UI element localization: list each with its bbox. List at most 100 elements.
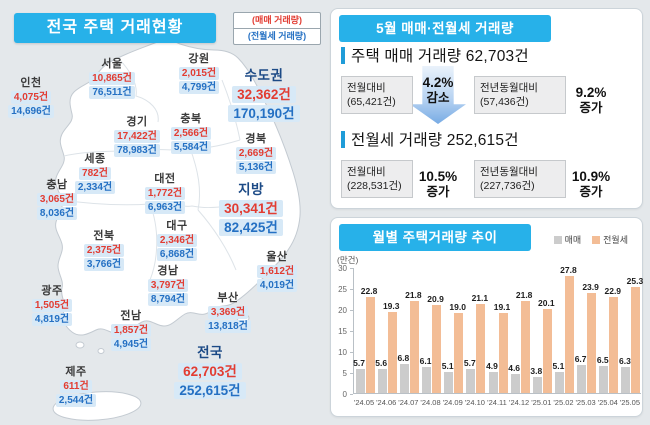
region-sale-value: 4,075건	[10, 91, 52, 104]
trend-panel: 월별 주택거래량 추이 매매 전월세 (만건) 0 5 10 15 20 25 30 '24.…	[330, 217, 643, 417]
region-name: 울산	[266, 251, 288, 263]
region-incheon: 인천 4,075건 14,696건	[0, 74, 67, 118]
region-rent-value: 8,036건	[36, 207, 78, 220]
bar-rent	[365, 297, 375, 393]
bar-value-label: 20.9	[427, 294, 444, 305]
sale-comparison-row: 전월대비 (65,421건) 4.2% 감소 전년동월대비 (57,436건) 9.2% 증가	[341, 66, 619, 124]
region-name: 충남	[46, 179, 68, 191]
bar-rent	[564, 276, 574, 393]
bar-value-label: 6.5	[596, 354, 609, 365]
region-name: 대전	[154, 173, 176, 185]
comparison-arrow-up: 9.2% 증가	[563, 66, 619, 124]
legend-swatch-sale	[553, 235, 562, 244]
region-sale-value: 1,505건	[31, 299, 73, 312]
x-tick-label: '24.05	[353, 398, 375, 407]
heading-accent-bar	[341, 46, 345, 64]
comparison-percent: 9.2%	[575, 85, 607, 101]
x-tick-label: '24.11	[487, 398, 507, 407]
bar-rent	[476, 304, 486, 393]
y-tick-mark	[350, 268, 353, 269]
region-sale-value: 1,612건	[256, 265, 298, 278]
legend-label-sale: 매매	[564, 235, 582, 245]
y-tick-label: 0	[342, 390, 347, 399]
region-sale-value: 782건	[79, 167, 111, 180]
bar-sale	[399, 364, 409, 393]
comparison-label-box: 전년동월대비 (57,436건)	[474, 76, 566, 114]
region-name: 대구	[166, 220, 188, 232]
comparison-percent: 10.5%	[418, 169, 458, 185]
region-name: 광주	[41, 285, 63, 297]
x-tick-label: '25.02	[553, 398, 574, 407]
bar-value-label: 20.1	[538, 297, 555, 308]
bar-sale	[577, 364, 587, 393]
bar-sale	[532, 377, 542, 393]
bar-sale	[510, 373, 520, 393]
y-tick-label: 5	[342, 369, 347, 378]
bar-value-label: 19.3	[382, 300, 400, 311]
region-gyeongbuk: 경북 2,669건 5,136건	[220, 130, 292, 174]
map-key-rent: (전월세 거래량)	[233, 28, 321, 45]
bar-sale	[554, 371, 564, 393]
region-rent-value: 252,615건	[174, 382, 246, 399]
bar-sale	[444, 371, 454, 393]
x-tick-label: '24.10	[464, 398, 485, 407]
bar-value-label: 5.7	[353, 358, 365, 369]
region-regional: 지방 30,341건 82,425건	[199, 178, 303, 236]
bar-value-label: 21.8	[515, 290, 533, 301]
region-sale-value: 2,566건	[170, 127, 212, 140]
region-name: 인천	[20, 77, 42, 89]
comparison-arrow-down: 4.2% 감소	[410, 66, 466, 124]
bar-value-label: 5.6	[375, 358, 388, 369]
region-rent-value: 76,511건	[89, 86, 135, 99]
sale-volume-heading: 주택 매매 거래량 62,703건	[341, 44, 529, 66]
region-sale-value: 3,065건	[36, 193, 78, 206]
bar-value-label: 5.1	[441, 360, 454, 371]
bar-value-label: 4.9	[486, 361, 498, 372]
comparison-label-box: 전월대비 (65,421건)	[341, 76, 413, 114]
bar-sale	[377, 369, 387, 393]
region-name: 수도권	[244, 68, 284, 83]
x-tick-label: '25.04	[597, 398, 618, 407]
bar-rent	[609, 296, 619, 393]
region-sale-value: 2,015건	[178, 67, 220, 80]
region-chungbuk: 충북 2,566건 5,584건	[155, 110, 227, 154]
region-national: 전국 62,703건 252,615건	[158, 341, 262, 399]
region-daejeon: 대전 1,772건 6,963건	[129, 170, 201, 214]
bar-rent	[454, 313, 464, 393]
region-sale-value: 611건	[60, 380, 92, 393]
bar-sale	[422, 367, 432, 393]
region-name: 세종	[84, 153, 106, 165]
region-ulsan: 울산 1,612건 4,019건	[241, 248, 313, 292]
y-tick-label: 25	[338, 285, 347, 294]
x-tick-label: '25.01	[531, 398, 552, 407]
bar-value-label: 27.8	[560, 265, 577, 276]
bar-value-label: 6.8	[397, 353, 410, 364]
region-sale-value: 1,772건	[144, 187, 186, 200]
region-name: 부산	[217, 292, 239, 304]
chart-legend: 매매 전월세	[553, 233, 628, 246]
region-name: 서울	[101, 58, 123, 70]
region-gyeongnam: 경남 3,797건 8,794건	[132, 262, 204, 306]
comparison-label-box: 전월대비 (228,531건)	[341, 160, 413, 198]
region-rent-value: 78,983건	[114, 144, 160, 157]
region-name: 강원	[188, 53, 210, 65]
region-rent-value: 4,819건	[31, 313, 73, 326]
region-rent-value: 82,425건	[219, 219, 283, 236]
legend-item-rent: 전월세	[592, 233, 628, 246]
bar-value-label: 4.6	[508, 362, 521, 373]
region-rent-value: 4,945건	[110, 338, 152, 351]
comparison-prev-month: 전월대비 (228,531건) 10.5% 증가	[341, 150, 466, 208]
region-seoul: 서울 10,865건 76,511건	[76, 55, 148, 99]
region-name: 전북	[93, 230, 115, 242]
region-rent-value: 2,334건	[74, 181, 116, 194]
region-sale-value: 17,422건	[114, 130, 160, 143]
bar-value-label: 25.3	[626, 275, 644, 286]
legend-swatch-rent	[592, 235, 601, 244]
bar-rent	[498, 312, 508, 393]
y-tick-label: 15	[338, 327, 347, 336]
bar-value-label: 23.9	[582, 281, 599, 292]
bar-rent	[631, 286, 641, 393]
region-sale-value: 3,369건	[207, 306, 249, 319]
map-title: 전국 주택 거래현황	[14, 13, 216, 43]
y-tick-label: 30	[338, 264, 347, 273]
